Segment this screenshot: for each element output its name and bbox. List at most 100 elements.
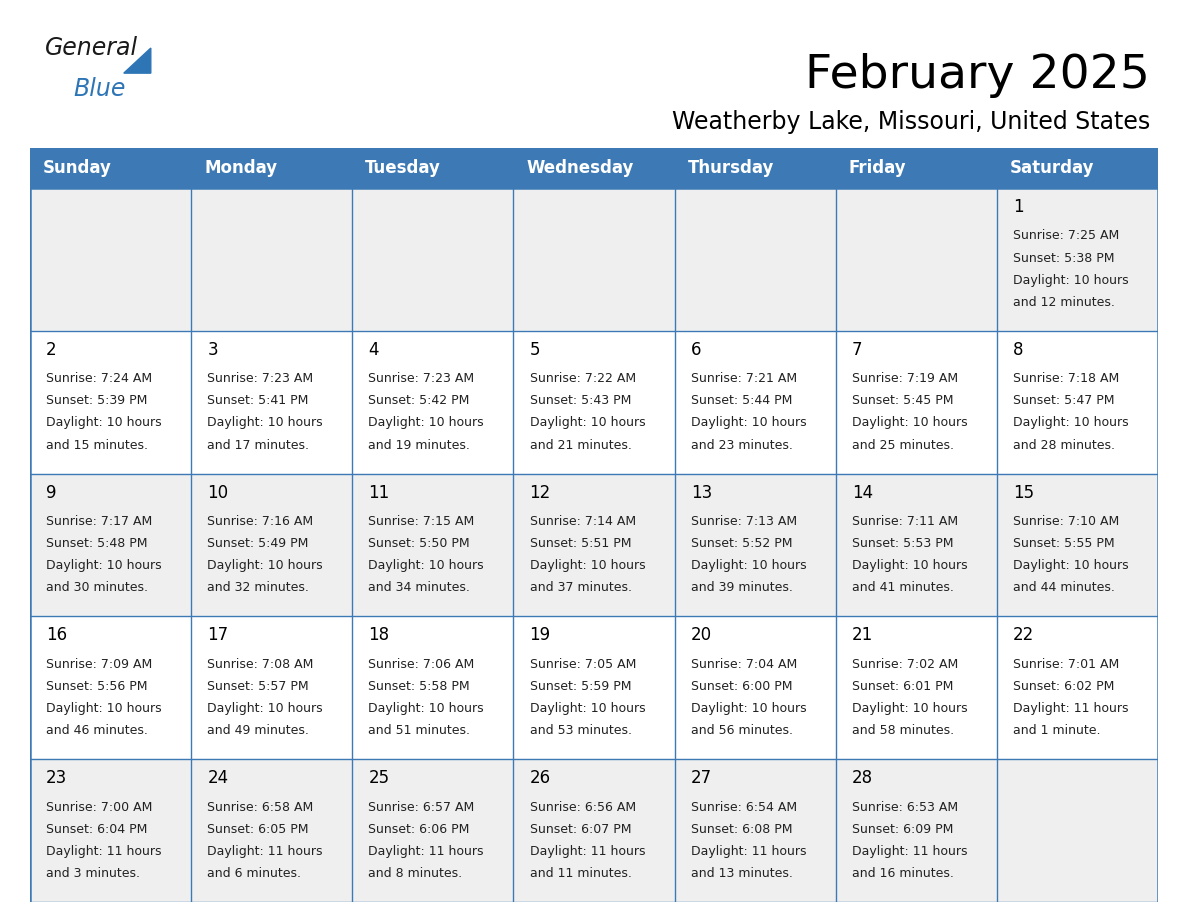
Text: and 12 minutes.: and 12 minutes. — [1013, 296, 1114, 308]
Text: Sunset: 6:04 PM: Sunset: 6:04 PM — [46, 823, 147, 835]
Text: Daylight: 11 hours: Daylight: 11 hours — [690, 845, 807, 858]
Text: and 21 minutes.: and 21 minutes. — [530, 439, 631, 452]
Text: Sunset: 5:38 PM: Sunset: 5:38 PM — [1013, 252, 1114, 264]
Bar — [30, 759, 1158, 902]
Text: and 6 minutes.: and 6 minutes. — [207, 867, 302, 880]
Text: Sunset: 5:44 PM: Sunset: 5:44 PM — [690, 395, 792, 408]
Text: 11: 11 — [368, 484, 390, 501]
Text: and 28 minutes.: and 28 minutes. — [1013, 439, 1116, 452]
Text: Daylight: 10 hours: Daylight: 10 hours — [368, 702, 484, 715]
Text: Sunset: 5:50 PM: Sunset: 5:50 PM — [368, 537, 470, 550]
Text: 26: 26 — [530, 769, 551, 788]
Polygon shape — [124, 48, 151, 73]
Text: and 58 minutes.: and 58 minutes. — [852, 724, 954, 737]
Text: 21: 21 — [852, 626, 873, 644]
Text: Sunset: 6:06 PM: Sunset: 6:06 PM — [368, 823, 469, 835]
Text: Daylight: 10 hours: Daylight: 10 hours — [1013, 417, 1129, 430]
Text: Sunset: 5:41 PM: Sunset: 5:41 PM — [207, 395, 309, 408]
Text: Sunrise: 7:06 AM: Sunrise: 7:06 AM — [368, 658, 475, 671]
Text: Monday: Monday — [204, 159, 277, 177]
Text: Daylight: 10 hours: Daylight: 10 hours — [852, 702, 967, 715]
Text: and 49 minutes.: and 49 minutes. — [207, 724, 309, 737]
Text: Daylight: 10 hours: Daylight: 10 hours — [207, 559, 323, 572]
Text: Sunset: 5:49 PM: Sunset: 5:49 PM — [207, 537, 309, 550]
Text: and 8 minutes.: and 8 minutes. — [368, 867, 462, 880]
Text: Daylight: 10 hours: Daylight: 10 hours — [1013, 274, 1129, 286]
Text: 20: 20 — [690, 626, 712, 644]
Text: Sunrise: 6:56 AM: Sunrise: 6:56 AM — [530, 800, 636, 813]
Text: 23: 23 — [46, 769, 68, 788]
Text: Daylight: 10 hours: Daylight: 10 hours — [690, 559, 807, 572]
Text: Daylight: 10 hours: Daylight: 10 hours — [530, 702, 645, 715]
Text: Weatherby Lake, Missouri, United States: Weatherby Lake, Missouri, United States — [671, 110, 1150, 134]
Text: Daylight: 10 hours: Daylight: 10 hours — [368, 417, 484, 430]
Bar — [30, 616, 1158, 759]
Text: Sunrise: 7:05 AM: Sunrise: 7:05 AM — [530, 658, 636, 671]
Text: Sunset: 5:47 PM: Sunset: 5:47 PM — [1013, 395, 1114, 408]
Text: 8: 8 — [1013, 341, 1024, 359]
Text: Sunrise: 7:19 AM: Sunrise: 7:19 AM — [852, 372, 958, 386]
Text: Sunset: 5:53 PM: Sunset: 5:53 PM — [852, 537, 953, 550]
Text: February 2025: February 2025 — [805, 52, 1150, 97]
Text: and 23 minutes.: and 23 minutes. — [690, 439, 792, 452]
Text: General: General — [45, 36, 138, 60]
Text: Sunset: 5:42 PM: Sunset: 5:42 PM — [368, 395, 469, 408]
Text: Sunrise: 7:11 AM: Sunrise: 7:11 AM — [852, 515, 958, 528]
Text: Sunset: 5:45 PM: Sunset: 5:45 PM — [852, 395, 953, 408]
Text: Sunrise: 7:18 AM: Sunrise: 7:18 AM — [1013, 372, 1119, 386]
Text: Sunrise: 7:17 AM: Sunrise: 7:17 AM — [46, 515, 152, 528]
Text: and 15 minutes.: and 15 minutes. — [46, 439, 148, 452]
Text: 24: 24 — [207, 769, 228, 788]
Text: Sunrise: 7:01 AM: Sunrise: 7:01 AM — [1013, 658, 1119, 671]
Text: Saturday: Saturday — [1010, 159, 1094, 177]
Text: Daylight: 10 hours: Daylight: 10 hours — [207, 417, 323, 430]
Text: Daylight: 11 hours: Daylight: 11 hours — [530, 845, 645, 858]
Text: and 44 minutes.: and 44 minutes. — [1013, 581, 1114, 595]
Text: Sunset: 6:07 PM: Sunset: 6:07 PM — [530, 823, 631, 835]
Text: Daylight: 11 hours: Daylight: 11 hours — [852, 845, 967, 858]
Text: Daylight: 10 hours: Daylight: 10 hours — [852, 417, 967, 430]
Text: 1: 1 — [1013, 198, 1024, 216]
Text: Sunset: 6:01 PM: Sunset: 6:01 PM — [852, 680, 953, 693]
Text: Sunrise: 7:08 AM: Sunrise: 7:08 AM — [207, 658, 314, 671]
Text: Tuesday: Tuesday — [365, 159, 441, 177]
Text: 15: 15 — [1013, 484, 1034, 501]
Text: Sunset: 5:59 PM: Sunset: 5:59 PM — [530, 680, 631, 693]
Text: and 37 minutes.: and 37 minutes. — [530, 581, 632, 595]
Text: Sunset: 6:05 PM: Sunset: 6:05 PM — [207, 823, 309, 835]
Text: and 32 minutes.: and 32 minutes. — [207, 581, 309, 595]
Text: Wednesday: Wednesday — [526, 159, 633, 177]
Text: Daylight: 10 hours: Daylight: 10 hours — [530, 559, 645, 572]
Text: 2: 2 — [46, 341, 57, 359]
Text: and 51 minutes.: and 51 minutes. — [368, 724, 470, 737]
Text: 28: 28 — [852, 769, 873, 788]
Text: 5: 5 — [530, 341, 541, 359]
Text: 25: 25 — [368, 769, 390, 788]
Text: Sunrise: 7:24 AM: Sunrise: 7:24 AM — [46, 372, 152, 386]
Text: and 3 minutes.: and 3 minutes. — [46, 867, 140, 880]
Text: 10: 10 — [207, 484, 228, 501]
Text: Sunrise: 7:02 AM: Sunrise: 7:02 AM — [852, 658, 958, 671]
Text: Sunset: 6:02 PM: Sunset: 6:02 PM — [1013, 680, 1114, 693]
Text: Sunset: 6:00 PM: Sunset: 6:00 PM — [690, 680, 792, 693]
Text: Sunset: 5:55 PM: Sunset: 5:55 PM — [1013, 537, 1114, 550]
Text: 14: 14 — [852, 484, 873, 501]
Text: 3: 3 — [207, 341, 217, 359]
Text: and 53 minutes.: and 53 minutes. — [530, 724, 632, 737]
Text: Sunrise: 7:13 AM: Sunrise: 7:13 AM — [690, 515, 797, 528]
Text: Sunrise: 7:23 AM: Sunrise: 7:23 AM — [368, 372, 474, 386]
Text: Daylight: 10 hours: Daylight: 10 hours — [46, 702, 162, 715]
Text: Sunset: 5:43 PM: Sunset: 5:43 PM — [530, 395, 631, 408]
Text: 22: 22 — [1013, 626, 1035, 644]
Text: 9: 9 — [46, 484, 57, 501]
Text: Sunset: 5:52 PM: Sunset: 5:52 PM — [690, 537, 792, 550]
Text: and 34 minutes.: and 34 minutes. — [368, 581, 470, 595]
Text: 12: 12 — [530, 484, 551, 501]
Text: Daylight: 10 hours: Daylight: 10 hours — [207, 702, 323, 715]
Text: 18: 18 — [368, 626, 390, 644]
Text: Sunrise: 6:58 AM: Sunrise: 6:58 AM — [207, 800, 314, 813]
Text: Daylight: 10 hours: Daylight: 10 hours — [46, 417, 162, 430]
Text: Daylight: 10 hours: Daylight: 10 hours — [690, 702, 807, 715]
Text: Sunset: 6:08 PM: Sunset: 6:08 PM — [690, 823, 792, 835]
Text: 13: 13 — [690, 484, 712, 501]
